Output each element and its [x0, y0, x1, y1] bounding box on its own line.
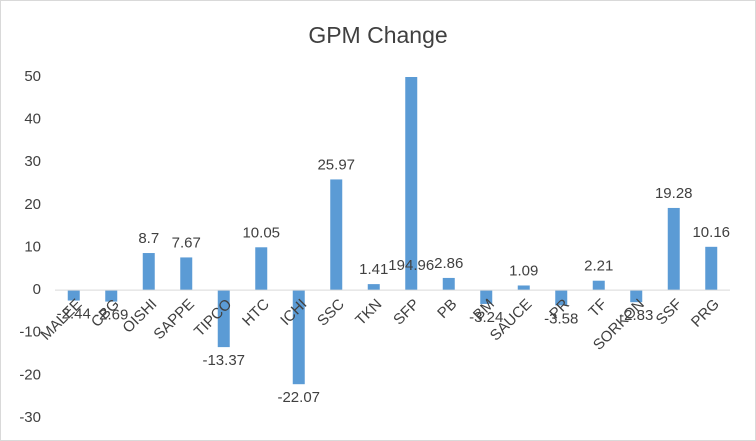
data-label: 2.86 [434, 255, 463, 272]
y-tick-label: -10 [19, 324, 41, 341]
bar [480, 290, 493, 304]
bar [292, 290, 305, 385]
bar [105, 290, 118, 302]
data-label: 1.41 [359, 261, 388, 278]
bar [217, 290, 230, 348]
bar [255, 247, 268, 291]
data-label: -22.07 [277, 389, 320, 406]
data-label: 194.96 [388, 257, 434, 274]
bar [180, 257, 193, 291]
data-label: 8.7 [138, 230, 159, 247]
data-label: -3.58 [544, 310, 578, 327]
bar [67, 290, 80, 301]
y-tick-label: 10 [24, 238, 41, 255]
y-tick-label: 40 [24, 111, 41, 128]
bar [142, 253, 155, 291]
bar [367, 284, 380, 291]
y-tick-label: -20 [19, 366, 41, 383]
bars [67, 77, 718, 385]
y-tick-label: 20 [24, 196, 41, 213]
data-label: -2.69 [94, 307, 128, 324]
data-label: 10.16 [692, 224, 730, 241]
bar [667, 207, 680, 291]
data-label: 10.05 [242, 224, 280, 241]
bar [405, 77, 418, 291]
bar [705, 246, 718, 291]
data-label: 7.67 [172, 234, 201, 251]
data-label: -13.37 [202, 352, 245, 369]
bar [330, 179, 343, 291]
data-label: -3.24 [469, 309, 503, 326]
bar [555, 290, 568, 306]
y-tick-label: 30 [24, 153, 41, 170]
data-label: 1.09 [509, 262, 538, 279]
data-label: -2.83 [619, 307, 653, 324]
bar [442, 277, 455, 291]
y-tick-label: 0 [33, 281, 41, 298]
bar [517, 285, 530, 291]
data-label: 25.97 [317, 156, 355, 173]
data-label: -2.44 [57, 305, 91, 322]
y-tick-label: 50 [24, 68, 41, 85]
y-tick-label: -30 [19, 409, 41, 426]
bar [630, 290, 643, 303]
chart-title: GPM Change [308, 22, 447, 48]
data-label: 2.21 [584, 258, 613, 275]
bar [592, 280, 605, 291]
data-label: 19.28 [655, 185, 693, 202]
